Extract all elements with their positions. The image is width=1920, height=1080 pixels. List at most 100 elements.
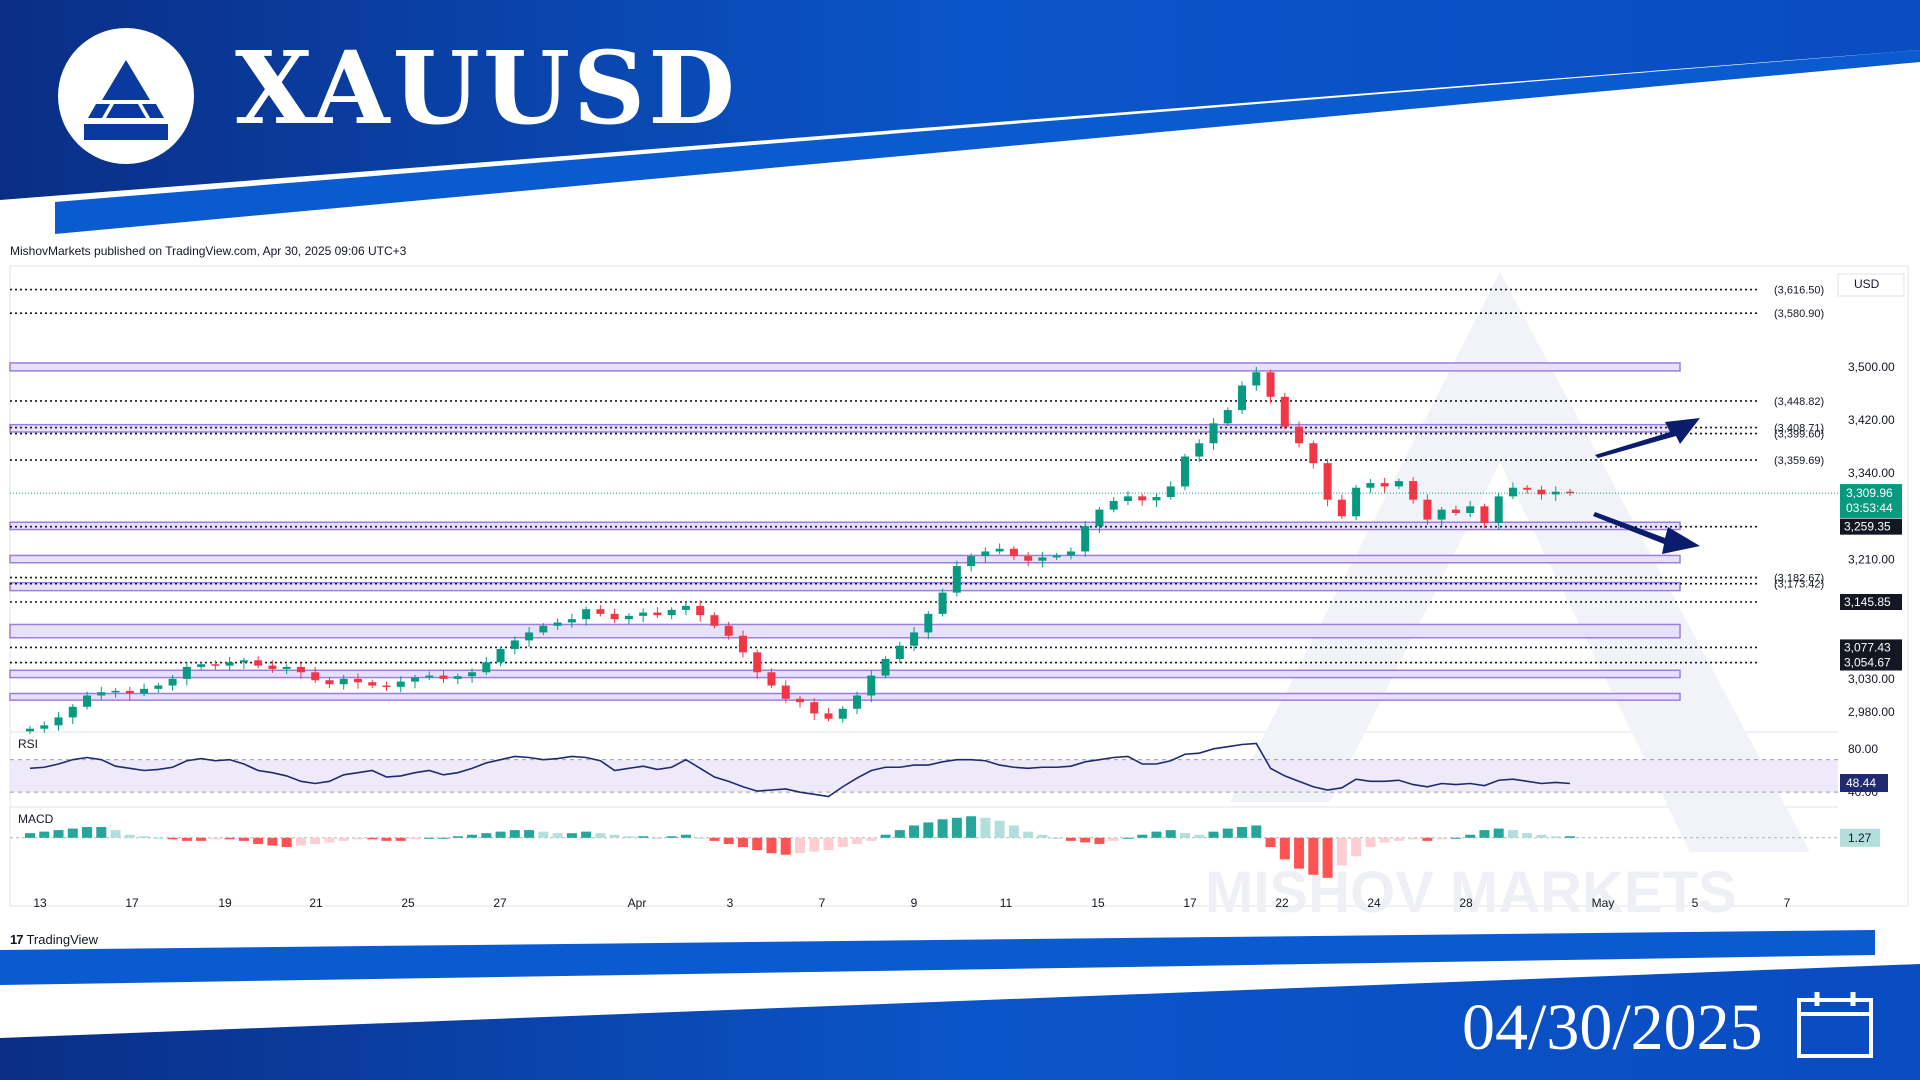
candle-body-98 [1423,499,1432,520]
candle-body-84 [1223,410,1232,424]
macd-bar-95 [1379,837,1390,843]
macd-bar-29 [438,837,449,839]
countdown-value: 03:53:44 [1846,501,1893,515]
candle-body-53 [781,685,790,699]
macd-bar-17 [267,837,278,846]
mountain-peak-icon [84,60,168,140]
macd-bar-8 [139,836,150,838]
x-tick-17: 5 [1692,896,1699,910]
macd-bar-54 [795,837,805,854]
macd-bar-36 [538,831,549,838]
macd-bar-45 [666,836,677,838]
macd-bar-27 [410,837,420,840]
macd-bar-48 [709,837,720,841]
candle-body-108 [1566,491,1574,494]
candle-body-47 [696,605,705,616]
x-tick-2: 19 [218,896,232,910]
candle-body-20 [311,672,320,681]
candle-body-79 [1152,497,1161,501]
candle-body-97 [1409,481,1418,500]
candle-body-32 [482,662,491,673]
level-label-4: (3,399.60) [1774,429,1824,441]
zone-0 [9,362,1681,372]
macd-bar-20 [310,837,321,844]
macd-bar-30 [452,836,463,838]
zone-6 [9,669,1681,679]
x-tick-18: 7 [1784,896,1791,910]
macd-bar-60 [880,834,891,838]
candle-body-49 [724,625,733,636]
macd-bar-23 [352,837,363,840]
candle-body-70 [1024,556,1033,561]
candle-body-76 [1109,501,1118,510]
macd-bar-100 [1450,837,1461,839]
macd-bar-37 [552,833,563,838]
candle-body-61 [895,645,904,659]
candle-body-41 [610,613,619,620]
candle-body-34 [510,640,519,650]
zone-7 [9,692,1681,701]
macd-bar-13 [210,837,221,840]
macd-bar-87 [1265,837,1276,848]
rsi-tick-0: 80.00 [1848,742,1878,756]
macd-bar-3 [67,828,78,838]
x-tick-14: 24 [1367,896,1381,910]
candle-body-95 [1380,483,1389,487]
x-tick-16: May [1592,896,1615,910]
level-label-8: (3,173.42) [1774,579,1824,591]
candle-body-39 [582,609,591,620]
candle-body-5 [97,692,106,696]
macd-bar-68 [994,820,1005,838]
level-value-11: 3,054.67 [1844,656,1891,670]
candle-body-4 [83,695,92,707]
candle-body-65 [952,566,961,593]
brand-logo [58,28,194,164]
footer-banner-stripe [0,930,1875,985]
watermark-text: MISHOV MARKETS [1205,860,1737,922]
candle-body-40 [596,609,605,614]
macd-bar-35 [524,830,535,838]
candle-body-43 [639,612,648,616]
candle-body-60 [881,658,890,676]
x-tick-0: 13 [33,896,47,910]
candle-body-75 [1095,509,1104,527]
macd-bar-9 [153,837,164,839]
macd-bar-47 [695,837,706,839]
zone-5 [9,623,1681,639]
macd-bar-33 [495,831,506,838]
macd-bar-83 [1208,831,1219,838]
macd-bar-74 [1080,837,1091,843]
candle-body-38 [567,619,576,623]
level-label-3: (3,408.71) [1774,423,1824,435]
macd-bar-88 [1279,837,1290,860]
currency-box [1837,273,1905,297]
macd-bar-10 [167,837,178,840]
macd-bar-2 [53,830,64,838]
macd-bar-81 [1180,833,1190,838]
macd-bar-43 [638,836,649,838]
macd-bar-42 [623,836,634,838]
rsi-label: RSI [18,737,38,751]
price-tick-0: 3,500.00 [1848,360,1895,374]
candle-body-46 [681,605,690,610]
price-tick-5: 2,980.00 [1848,705,1895,719]
level-value-9: 3,145.85 [1844,595,1891,609]
candle-body-45 [667,609,676,616]
watermark-logo-shape [1230,272,1810,852]
macd-bar-15 [238,837,249,841]
tradingview-label: TradingView [26,932,99,947]
macd-bar-80 [1165,830,1176,838]
macd-bar-92 [1336,837,1347,866]
macd-bar-40 [595,833,606,838]
candle-body-27 [411,677,419,682]
candle-body-68 [995,548,1004,552]
candle-body-64 [938,592,947,614]
candle-body-8 [140,688,149,694]
candle-body-23 [353,678,362,683]
macd-bar-5 [96,827,107,838]
macd-bar-7 [124,834,135,838]
level-label-2: (3,448.82) [1774,396,1824,408]
candle-body-44 [653,612,662,616]
macd-bar-77 [1122,837,1133,839]
price-chart[interactable]: MISHOV MARKETS (3,616.50) (3,580.90) (3,44… [0,262,1920,922]
